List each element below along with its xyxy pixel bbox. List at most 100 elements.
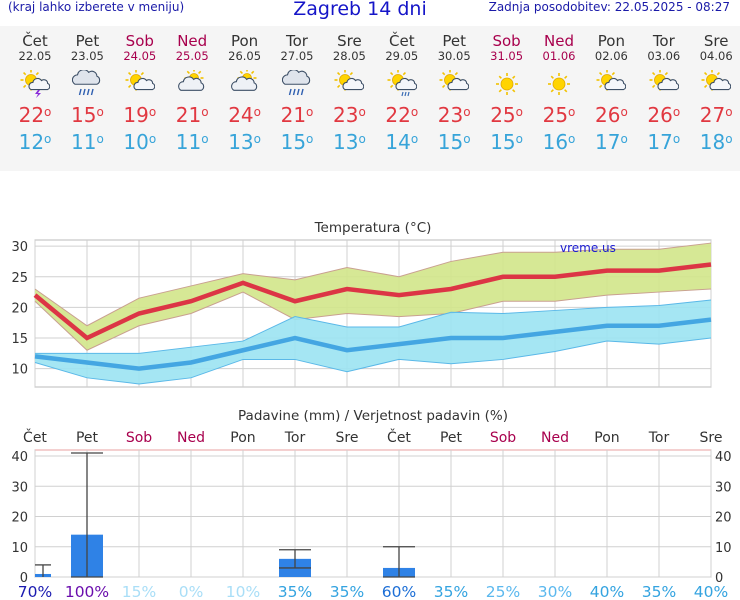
degree-symbol: o bbox=[515, 105, 523, 119]
day-name: Pon bbox=[230, 32, 259, 50]
temp-min-value: 16 bbox=[542, 130, 569, 154]
temp-max: 25o bbox=[481, 104, 533, 126]
precip-probability: 40% bbox=[694, 583, 728, 600]
x-tick-label: Tor bbox=[648, 430, 670, 446]
day-column: Čet 29.05 22o 14o bbox=[376, 26, 428, 154]
y-tick-label-left: 20 bbox=[11, 511, 28, 526]
partly-cloudy-icon bbox=[177, 68, 207, 98]
degree-symbol: o bbox=[96, 132, 104, 146]
degree-symbol: o bbox=[672, 132, 681, 146]
temp-min: 13o bbox=[219, 131, 271, 153]
temp-min-value: 14 bbox=[385, 130, 411, 154]
sun-icon bbox=[544, 70, 574, 98]
temp-min-value: 13 bbox=[228, 130, 254, 154]
degree-symbol: o bbox=[96, 105, 104, 119]
day-name: Pet bbox=[442, 32, 466, 50]
x-tick-label: Ned bbox=[177, 430, 205, 446]
temp-max-value: 15 bbox=[70, 103, 97, 127]
day-date: 03.06 bbox=[647, 49, 681, 63]
day-column: Sob 31.05 25o 15o bbox=[481, 26, 533, 154]
x-tick-label: Sre bbox=[336, 430, 359, 446]
degree-symbol: o bbox=[201, 132, 209, 146]
degree-symbol: o bbox=[44, 105, 52, 119]
y-tick-label-left: 10 bbox=[11, 541, 28, 556]
day-name: Tor bbox=[652, 32, 675, 50]
day-column: Sre 28.05 23o 13o bbox=[323, 26, 375, 154]
temp-min-value: 15 bbox=[490, 130, 516, 154]
temp-min-value: 17 bbox=[647, 130, 673, 154]
temp-max: 23o bbox=[428, 104, 480, 126]
temp-max-value: 22 bbox=[18, 103, 45, 127]
max-temp-band bbox=[35, 243, 711, 351]
degree-symbol: o bbox=[620, 105, 628, 119]
day-column: Pet 30.05 23o 15o bbox=[428, 26, 480, 154]
day-column: Čet 22.05 22o 12o bbox=[9, 26, 61, 154]
day-date: 29.05 bbox=[385, 49, 419, 63]
degree-symbol: o bbox=[306, 105, 314, 119]
min-temp-line bbox=[34, 317, 712, 371]
precip-probability: 15% bbox=[122, 583, 156, 600]
day-date: 31.05 bbox=[490, 49, 524, 63]
temp-min: 15o bbox=[481, 131, 533, 153]
temp-max: 27o bbox=[690, 104, 740, 126]
temp-max: 23o bbox=[323, 104, 375, 126]
x-tick-label: Sre bbox=[700, 430, 723, 446]
day-column: Tor 27.05 21o 15o bbox=[271, 26, 323, 154]
day-date: 30.05 bbox=[437, 49, 471, 63]
day-date: 23.05 bbox=[70, 49, 104, 63]
day-date: 01.06 bbox=[542, 49, 576, 63]
day-date: 02.06 bbox=[594, 49, 628, 63]
y-tick-label: 10 bbox=[11, 363, 28, 378]
precipitation-chart-title: Padavine (mm) / Verjetnost padavin (%) bbox=[238, 408, 508, 424]
temp-max: 24o bbox=[219, 104, 271, 126]
max-temp-band-upper-edge bbox=[34, 242, 712, 327]
temp-min-value: 15 bbox=[437, 130, 464, 154]
degree-symbol: o bbox=[358, 105, 366, 119]
min-temp-band-lower-edge bbox=[34, 337, 712, 385]
y-tick-label-right: 20 bbox=[715, 511, 732, 526]
temp-max: 21o bbox=[166, 104, 218, 126]
day-date: 27.05 bbox=[280, 49, 314, 63]
cloud-rain-icon bbox=[281, 69, 312, 98]
temp-min-value: 11 bbox=[70, 130, 97, 154]
day-name: Pet bbox=[75, 32, 100, 50]
degree-symbol: o bbox=[253, 105, 261, 119]
temperature-chart-title: Temperatura (°C) bbox=[314, 220, 432, 236]
day-column: Pon 02.06 26o 17o bbox=[585, 26, 637, 154]
degree-symbol: o bbox=[725, 105, 733, 119]
temp-min: 12o bbox=[9, 131, 61, 153]
temp-max-value: 23 bbox=[437, 103, 464, 127]
sun-cloud-icon bbox=[596, 69, 627, 98]
temp-max-value: 21 bbox=[175, 103, 202, 127]
sun-cloud-icon bbox=[125, 69, 156, 98]
temp-max-value: 21 bbox=[280, 103, 307, 127]
temp-min: 17o bbox=[585, 131, 637, 153]
temp-max: 22o bbox=[9, 104, 61, 126]
degree-symbol: o bbox=[515, 132, 523, 146]
day-date: 22.05 bbox=[18, 49, 52, 63]
temp-max-value: 27 bbox=[699, 103, 726, 127]
y-tick-label-left: 40 bbox=[11, 450, 28, 465]
day-column: Pet 23.05 15o 11o bbox=[61, 26, 113, 154]
temp-max: 19o bbox=[114, 104, 166, 126]
y-tick-label: 15 bbox=[11, 332, 28, 347]
temp-max: 22o bbox=[376, 104, 428, 126]
min-temp-band bbox=[35, 300, 711, 384]
x-tick-label: Čet bbox=[23, 428, 47, 446]
day-column: Tor 03.06 26o 17o bbox=[638, 26, 690, 154]
x-tick-label: Pon bbox=[230, 430, 255, 446]
day-name: Čet bbox=[22, 32, 48, 50]
precip-probability: 35% bbox=[330, 583, 364, 600]
precip-probability: 0% bbox=[179, 583, 204, 600]
temp-min-value: 11 bbox=[175, 130, 202, 154]
temp-min: 17o bbox=[638, 131, 690, 153]
precip-probability: 70% bbox=[18, 583, 52, 600]
temp-min: 15o bbox=[271, 131, 323, 153]
temp-min: 14o bbox=[376, 131, 428, 153]
day-name: Sob bbox=[125, 32, 154, 50]
y-tick-label-right: 40 bbox=[715, 450, 732, 465]
temp-min: 11o bbox=[166, 131, 218, 153]
sun-cloud-icon bbox=[649, 69, 680, 98]
temp-min-value: 15 bbox=[280, 130, 307, 154]
temp-min: 18o bbox=[690, 131, 740, 153]
